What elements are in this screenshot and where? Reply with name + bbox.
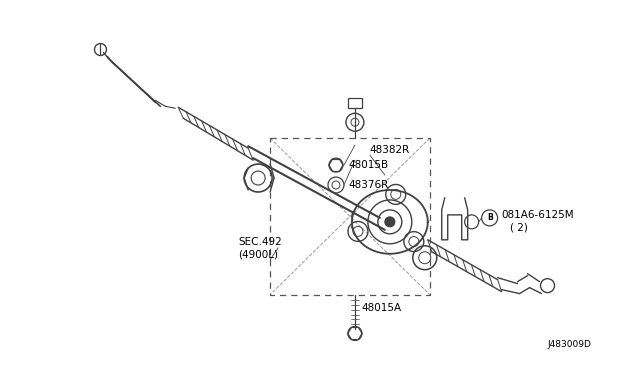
Text: J483009D: J483009D — [547, 340, 591, 349]
Text: ( 2): ( 2) — [509, 223, 527, 233]
Text: SEC.492: SEC.492 — [238, 237, 282, 247]
Text: 48015B: 48015B — [348, 160, 388, 170]
Text: 48382R: 48382R — [370, 145, 410, 155]
Text: (4900L): (4900L) — [238, 250, 278, 260]
Text: 48015A: 48015A — [362, 302, 402, 312]
FancyBboxPatch shape — [348, 98, 362, 108]
Text: B: B — [487, 214, 493, 222]
Circle shape — [385, 217, 395, 227]
Text: 081A6-6125M: 081A6-6125M — [502, 210, 574, 220]
Text: 48376R: 48376R — [348, 180, 388, 190]
